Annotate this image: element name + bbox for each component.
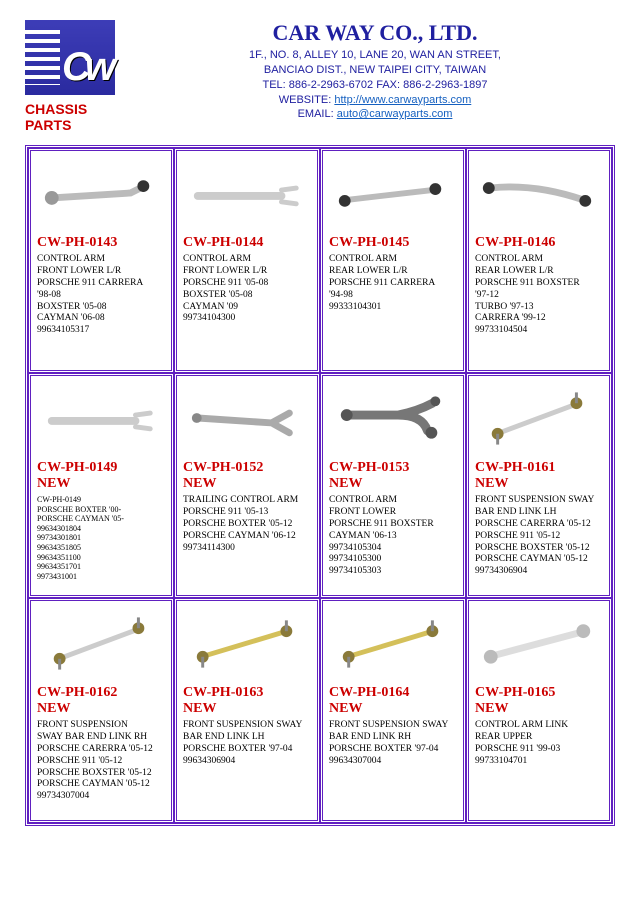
new-badge: NEW bbox=[37, 476, 165, 492]
product-image bbox=[475, 605, 603, 681]
product-image bbox=[183, 605, 311, 681]
product-sku: CW-PH-0149 bbox=[37, 460, 165, 476]
product-cell: CW-PH-0146 CONTROL ARM REAR LOWER L/R POR… bbox=[466, 148, 612, 373]
product-cell: CW-PH-0144 CONTROL ARM FRONT LOWER L/R PO… bbox=[174, 148, 320, 373]
product-cell: CW-PH-0152NEW TRAILING CONTROL ARM PORSCH… bbox=[174, 373, 320, 598]
product-sku: CW-PH-0144 bbox=[183, 235, 311, 251]
header: Cw CHASSIS PARTS CAR WAY CO., LTD. 1F., … bbox=[25, 20, 615, 133]
product-description: CONTROL ARM REAR LOWER L/R PORSCHE 911 B… bbox=[475, 254, 603, 337]
new-badge: NEW bbox=[37, 701, 165, 717]
product-cell: CW-PH-0149NEW CW-PH-0149 PORSCHE BOXTER '… bbox=[28, 373, 174, 598]
product-description: CONTROL ARM FRONT LOWER L/R PORSCHE 911 … bbox=[183, 254, 311, 325]
product-description: CW-PH-0149 PORSCHE BOXTER '00- PORSCHE C… bbox=[37, 495, 165, 581]
website-label: WEBSITE: bbox=[279, 94, 335, 106]
tel-fax: TEL: 886-2-2963-6702 FAX: 886-2-2963-189… bbox=[135, 78, 615, 93]
product-cell: CW-PH-0145 CONTROL ARM REAR LOWER L/R POR… bbox=[320, 148, 466, 373]
address-line-1: 1F., NO. 8, ALLEY 10, LANE 20, WAN AN ST… bbox=[135, 48, 615, 63]
company-info: CAR WAY CO., LTD. 1F., NO. 8, ALLEY 10, … bbox=[135, 20, 615, 122]
email-line: EMAIL: auto@carwayparts.com bbox=[135, 107, 615, 122]
product-sku: CW-PH-0143 bbox=[37, 235, 165, 251]
product-sku: CW-PH-0145 bbox=[329, 235, 457, 251]
product-sku: CW-PH-0146 bbox=[475, 235, 603, 251]
product-image bbox=[183, 380, 311, 456]
product-sku: CW-PH-0161 bbox=[475, 460, 603, 476]
product-image bbox=[475, 155, 603, 231]
new-badge: NEW bbox=[329, 476, 457, 492]
product-sku: CW-PH-0165 bbox=[475, 685, 603, 701]
new-badge: NEW bbox=[183, 701, 311, 717]
company-name: CAR WAY CO., LTD. bbox=[135, 20, 615, 46]
product-sku: CW-PH-0163 bbox=[183, 685, 311, 701]
product-description: FRONT SUSPENSION SWAY BAR END LINK RH PO… bbox=[329, 720, 457, 768]
product-description: CONTROL ARM LINK REAR UPPER PORSCHE 911 … bbox=[475, 720, 603, 768]
website-link[interactable]: http://www.carwayparts.com bbox=[334, 94, 471, 106]
product-cell: CW-PH-0163NEW FRONT SUSPENSION SWAY BAR E… bbox=[174, 598, 320, 823]
product-description: CONTROL ARM REAR LOWER L/R PORSCHE 911 C… bbox=[329, 254, 457, 313]
product-image bbox=[37, 155, 165, 231]
new-badge: NEW bbox=[183, 476, 311, 492]
product-image bbox=[37, 380, 165, 456]
product-image bbox=[329, 605, 457, 681]
logo-text: Cw bbox=[62, 45, 110, 90]
email-link[interactable]: auto@carwayparts.com bbox=[337, 108, 453, 120]
product-cell: CW-PH-0164NEW FRONT SUSPENSION SWAY BAR E… bbox=[320, 598, 466, 823]
product-image bbox=[183, 155, 311, 231]
section-title: CHASSIS PARTS bbox=[25, 101, 135, 133]
product-cell: CW-PH-0153NEW CONTROL ARM FRONT LOWER POR… bbox=[320, 373, 466, 598]
product-description: FRONT SUSPENSION SWAY BAR END LINK RH PO… bbox=[37, 720, 165, 803]
product-cell: CW-PH-0143 CONTROL ARM FRONT LOWER L/R PO… bbox=[28, 148, 174, 373]
product-cell: CW-PH-0162NEW FRONT SUSPENSION SWAY BAR E… bbox=[28, 598, 174, 823]
product-sku: CW-PH-0164 bbox=[329, 685, 457, 701]
product-description: CONTROL ARM FRONT LOWER L/R PORSCHE 911 … bbox=[37, 254, 165, 337]
product-image bbox=[329, 155, 457, 231]
product-cell: CW-PH-0165NEW CONTROL ARM LINK REAR UPPER… bbox=[466, 598, 612, 823]
product-cell: CW-PH-0161NEW FRONT SUSPENSION SWAY BAR E… bbox=[466, 373, 612, 598]
product-description: TRAILING CONTROL ARM PORSCHE 911 '05-13 … bbox=[183, 495, 311, 554]
new-badge: NEW bbox=[475, 476, 603, 492]
product-image bbox=[37, 605, 165, 681]
product-sku: CW-PH-0152 bbox=[183, 460, 311, 476]
product-image bbox=[475, 380, 603, 456]
address-line-2: BANCIAO DIST., NEW TAIPEI CITY, TAIWAN bbox=[135, 63, 615, 78]
new-badge: NEW bbox=[329, 701, 457, 717]
product-description: FRONT SUSPENSION SWAY BAR END LINK LH PO… bbox=[183, 720, 311, 768]
website-line: WEBSITE: http://www.carwayparts.com bbox=[135, 93, 615, 108]
product-description: FRONT SUSPENSION SWAY BAR END LINK LH PO… bbox=[475, 495, 603, 578]
email-label: EMAIL: bbox=[298, 108, 337, 120]
logo-block: Cw CHASSIS PARTS bbox=[25, 20, 135, 133]
product-sku: CW-PH-0153 bbox=[329, 460, 457, 476]
company-logo: Cw bbox=[25, 20, 115, 95]
product-image bbox=[329, 380, 457, 456]
product-sku: CW-PH-0162 bbox=[37, 685, 165, 701]
new-badge: NEW bbox=[475, 701, 603, 717]
product-grid: CW-PH-0143 CONTROL ARM FRONT LOWER L/R PO… bbox=[25, 145, 615, 826]
product-description: CONTROL ARM FRONT LOWER PORSCHE 911 BOXS… bbox=[329, 495, 457, 578]
